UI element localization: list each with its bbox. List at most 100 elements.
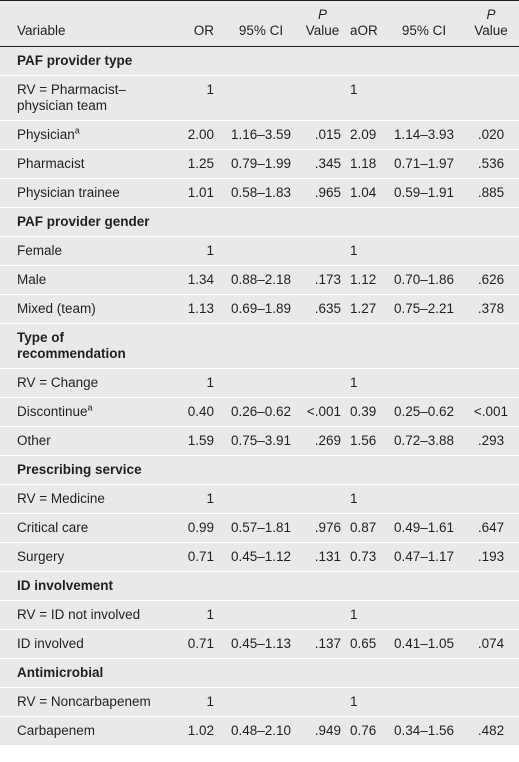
data-row: Mixed (team) 1.13 0.69–1.89.635 1.27 0.75–2.… [0, 294, 519, 324]
value-cell: 1.01 [179, 178, 222, 208]
section-row: PAF provider gender [0, 207, 519, 237]
variable-label: RV = Change [17, 375, 99, 390]
section-label: PAF provider gender [0, 207, 519, 237]
value-cell: 0.87 [345, 513, 385, 543]
value-cell: 0.65 [345, 629, 385, 659]
value-cell [300, 484, 345, 514]
value-cell: 0.48–2.10 [222, 716, 300, 746]
value-cell: 1 [179, 600, 222, 630]
variable-cell: Carbapenem [0, 716, 179, 746]
variable-cell: ID involved [0, 629, 179, 659]
footnote-marker: a [87, 402, 93, 413]
variable-cell: RV = ID not involved [0, 600, 179, 630]
section-wrap: PAF provider type [17, 53, 133, 68]
value-cell: 1 [345, 236, 385, 266]
value-cell [300, 368, 345, 398]
variable-cell: Mixed (team) [0, 294, 179, 324]
value-cell [385, 75, 463, 121]
header-row: Variable OR 95% CI P Value aOR 95% CI P Va… [0, 0, 519, 47]
value-cell: .137 [300, 629, 345, 659]
variable-label: ID involved [17, 636, 84, 651]
variable-label: Physician trainee [17, 185, 120, 200]
value-cell [385, 687, 463, 717]
value-cell: 0.75–3.91 [222, 426, 300, 456]
variable-label: RV = Pharmacist–physician team [17, 82, 126, 113]
variable-label: Carbapenem [17, 723, 96, 738]
value-cell [222, 484, 300, 514]
value-cell [222, 236, 300, 266]
variable-label: RV = Noncarbapenem [17, 694, 151, 709]
data-row: Male 1.34 0.88–2.18.173 1.12 0.70–1.86.626 [0, 265, 519, 295]
value-cell: .647 [463, 513, 519, 543]
value-cell: .020 [463, 120, 519, 150]
value-cell [463, 687, 519, 717]
data-table: Variable OR 95% CI P Value aOR 95% CI P Va… [0, 0, 519, 746]
data-row: Female 1 1 [0, 236, 519, 266]
header-italic: P [486, 7, 496, 22]
variable-cell: RV = Noncarbapenem [0, 687, 179, 717]
value-cell: 0.57–1.81 [222, 513, 300, 543]
value-cell: .131 [300, 542, 345, 572]
section-label: Prescribing service [0, 455, 519, 485]
value-cell: .976 [300, 513, 345, 543]
variable-cell: RV = Change [0, 368, 179, 398]
value-cell: .536 [463, 149, 519, 179]
variable-label: Pharmacist [17, 156, 85, 171]
value-cell: 1 [179, 75, 222, 121]
value-cell: .015 [300, 120, 345, 150]
value-cell: .482 [463, 716, 519, 746]
data-row: RV = Medicine 1 1 [0, 484, 519, 514]
variable-cell: Surgery [0, 542, 179, 572]
value-cell: 1 [345, 368, 385, 398]
header-cell: Variable [0, 0, 179, 47]
header-italic: P [317, 7, 327, 22]
value-cell: 1.04 [345, 178, 385, 208]
value-cell: 0.39 [345, 397, 385, 427]
value-cell: 0.58–1.83 [222, 178, 300, 208]
variable-label: RV = ID not involved [17, 607, 141, 622]
section-label: Antimicrobial [0, 658, 519, 688]
value-cell: .074 [463, 629, 519, 659]
value-cell: 1 [179, 368, 222, 398]
footnote-marker: a [74, 125, 80, 136]
value-cell [463, 600, 519, 630]
header-text: Value [474, 23, 508, 38]
data-row: Carbapenem 1.02 0.48–2.10.949 0.76 0.34–1.56… [0, 716, 519, 746]
table-header: Variable OR 95% CI P Value aOR 95% CI P Va… [0, 0, 519, 47]
value-cell: 0.71 [179, 629, 222, 659]
variable-cell: Critical care [0, 513, 179, 543]
variable-cell: Other [0, 426, 179, 456]
value-cell [463, 484, 519, 514]
value-cell: 0.75–2.21 [385, 294, 463, 324]
variable-cell: Female [0, 236, 179, 266]
value-cell: 2.00 [179, 120, 222, 150]
data-row: Discontinuea 0.40 0.26–0.62 <.001 0.39 0.25–0… [0, 397, 519, 427]
header-cell: OR [179, 0, 222, 47]
data-row: Pharmacist 1.25 0.79–1.99.345 1.18 0.71–1.97… [0, 149, 519, 179]
value-cell: 0.72–3.88 [385, 426, 463, 456]
value-cell: 1.13 [179, 294, 222, 324]
section-row: Antimicrobial [0, 658, 519, 688]
data-row: Other 1.59 0.75–3.91.269 1.56 0.72–3.88.293 [0, 426, 519, 456]
data-row: Surgery 0.71 0.45–1.12.131 0.73 0.47–1.17.19… [0, 542, 519, 572]
variable-label: RV = Medicine [17, 491, 105, 506]
header-cell: P Value [463, 0, 519, 47]
section-row: Type of recommendation [0, 323, 519, 369]
value-cell: 0.71 [179, 542, 222, 572]
value-cell: 0.73 [345, 542, 385, 572]
value-cell [222, 75, 300, 121]
section-wrap: Type of recommendation [17, 330, 126, 361]
variable-label: Physician [17, 127, 75, 142]
value-cell: 1.02 [179, 716, 222, 746]
variable-label: Surgery [17, 549, 65, 564]
value-cell: 0.79–1.99 [222, 149, 300, 179]
section-row: ID involvement [0, 571, 519, 601]
section-row: Prescribing service [0, 455, 519, 485]
data-row: ID involved 0.71 0.45–1.13.137 0.65 0.41–1.0… [0, 629, 519, 659]
data-row: RV = Change 1 1 [0, 368, 519, 398]
section-wrap: Prescribing service [17, 462, 142, 477]
variable-cell: Male [0, 265, 179, 295]
variable-cell: Discontinuea [0, 397, 179, 427]
variable-cell: RV = Medicine [0, 484, 179, 514]
value-cell [385, 484, 463, 514]
